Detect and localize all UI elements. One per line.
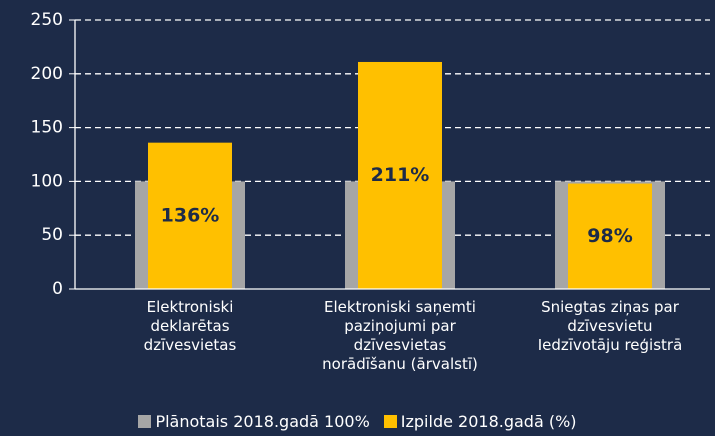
y-tick-label: 250 — [31, 10, 63, 30]
y-tick-label: 150 — [31, 118, 63, 138]
legend-label: Izpilde 2018.gadā (%) — [400, 412, 577, 431]
bar — [148, 142, 232, 289]
y-tick-label: 50 — [41, 225, 63, 245]
legend-swatch — [383, 415, 397, 428]
y-tick-label: 0 — [52, 279, 63, 299]
legend-swatch — [138, 415, 152, 428]
x-tick-label: Elektroniski deklarētas dzīvesvietas — [143, 298, 237, 354]
x-tick-label: Sniegtas ziņas par dzīvesvietu Iedzīvotā… — [537, 298, 683, 354]
y-tick-label: 200 — [31, 64, 63, 84]
legend-item: Plānotais 2018.gadā 100% — [138, 412, 370, 431]
legend-label: Plānotais 2018.gadā 100% — [155, 412, 370, 431]
y-tick-label: 100 — [31, 171, 63, 191]
x-tick-label: Elektroniski saņemti paziņojumi par dzīv… — [322, 298, 478, 373]
legend: Plānotais 2018.gadā 100% Izpilde 2018.gad… — [0, 412, 715, 431]
bar — [568, 183, 652, 289]
value-label: 136% — [161, 204, 220, 226]
legend-item: Izpilde 2018.gadā (%) — [383, 412, 577, 431]
bar — [358, 61, 442, 289]
value-label: 98% — [587, 225, 632, 247]
value-label: 211% — [371, 164, 430, 186]
